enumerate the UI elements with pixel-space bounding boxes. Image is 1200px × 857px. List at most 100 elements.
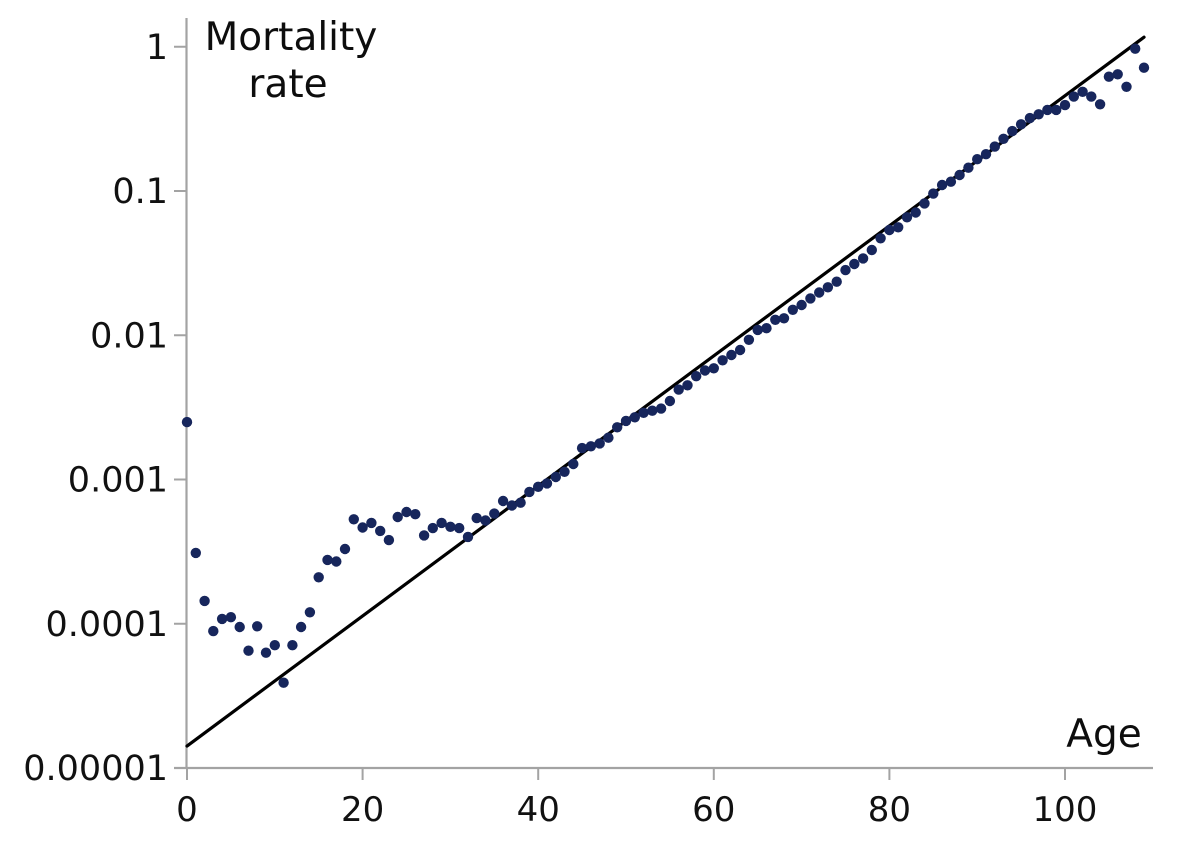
data-point — [893, 222, 904, 233]
data-point — [585, 441, 597, 452]
data-point — [778, 313, 790, 324]
data-point — [550, 471, 561, 483]
data-point — [1042, 104, 1053, 116]
data-point — [647, 405, 658, 416]
data-point — [1068, 91, 1080, 102]
y-tick-label: 0.00001 — [23, 749, 168, 789]
data-point — [761, 323, 772, 334]
data-point — [366, 517, 377, 529]
data-point — [734, 344, 746, 356]
x-tick-label: 100 — [1033, 790, 1098, 830]
data-point — [524, 486, 535, 498]
data-point — [1121, 81, 1132, 93]
data-point — [954, 169, 965, 181]
data-point — [1112, 69, 1123, 80]
data-point — [875, 233, 886, 244]
data-point — [427, 522, 438, 534]
data-point — [664, 395, 676, 407]
axes — [174, 18, 1153, 770]
data-point — [515, 497, 526, 508]
data-point — [1130, 43, 1141, 54]
data-point — [462, 531, 474, 543]
data-point — [454, 522, 465, 534]
data-point — [1059, 99, 1071, 111]
data-point — [849, 258, 860, 270]
data-point — [278, 677, 289, 688]
data-point — [304, 607, 316, 618]
data-point — [199, 595, 210, 607]
data-point — [972, 154, 983, 165]
data-point — [743, 334, 755, 345]
data-point — [594, 438, 605, 449]
x-tick-label: 40 — [517, 790, 560, 830]
data-point — [225, 612, 237, 623]
data-point — [383, 534, 395, 546]
data-point — [682, 380, 693, 391]
data-point — [208, 625, 219, 637]
data-point — [234, 621, 245, 633]
y-tick-label: 1 — [146, 28, 168, 68]
data-point — [945, 176, 957, 187]
data-point — [1138, 62, 1150, 73]
y-axis-title-line1: Mortality — [205, 15, 378, 60]
data-point — [322, 554, 333, 566]
data-point — [620, 415, 632, 427]
data-point — [752, 324, 763, 336]
data-point — [787, 304, 798, 315]
data-point — [216, 613, 228, 625]
data-point — [822, 282, 834, 293]
data-point — [691, 371, 702, 382]
data-point — [936, 179, 948, 191]
x-tick-label: 80 — [868, 790, 911, 830]
data-point — [603, 432, 614, 443]
data-point — [884, 224, 895, 236]
data-point — [655, 403, 667, 414]
y-tick-label: 0.01 — [90, 316, 168, 356]
data-point — [857, 253, 869, 264]
data-point — [533, 481, 544, 492]
data-point — [260, 647, 272, 658]
x-tick-label: 20 — [341, 790, 384, 830]
data-point — [418, 530, 430, 541]
data-point — [269, 640, 280, 651]
y-axis-ticks: 1 0.1 0.01 0.001 0.0001 0.00001 — [23, 28, 187, 789]
data-point — [375, 525, 386, 537]
data-point — [1007, 125, 1018, 137]
data-point — [919, 198, 930, 209]
y-axis-title-line2: rate — [248, 62, 327, 107]
gompertz-trend-line-group — [185, 35, 1146, 748]
x-tick-label: 0 — [176, 790, 198, 830]
data-point — [612, 422, 623, 433]
data-point — [1024, 112, 1036, 124]
data-point — [840, 264, 851, 276]
data-point — [770, 314, 781, 325]
data-point — [1094, 99, 1106, 110]
data-point — [1077, 86, 1088, 98]
data-point — [963, 162, 974, 173]
data-point — [1033, 109, 1044, 120]
data-point — [708, 363, 719, 374]
x-axis-title: Age — [1066, 712, 1141, 757]
data-point — [243, 645, 254, 656]
data-point — [252, 621, 263, 632]
data-point — [480, 515, 491, 526]
y-tick-label: 0.1 — [112, 172, 168, 212]
data-point — [989, 141, 1000, 152]
data-point — [181, 416, 193, 428]
data-point — [295, 621, 307, 633]
data-point — [401, 506, 412, 518]
data-point — [331, 556, 342, 567]
data-point — [901, 212, 913, 223]
data-point — [568, 458, 579, 470]
data-point — [910, 207, 921, 218]
data-point — [638, 407, 649, 418]
data-point — [497, 495, 509, 507]
y-tick-label: 0.001 — [68, 461, 168, 501]
x-tick-label: 60 — [692, 790, 735, 830]
data-point — [980, 149, 992, 160]
data-point — [357, 522, 368, 533]
data-point — [190, 547, 201, 559]
data-point — [831, 276, 842, 287]
